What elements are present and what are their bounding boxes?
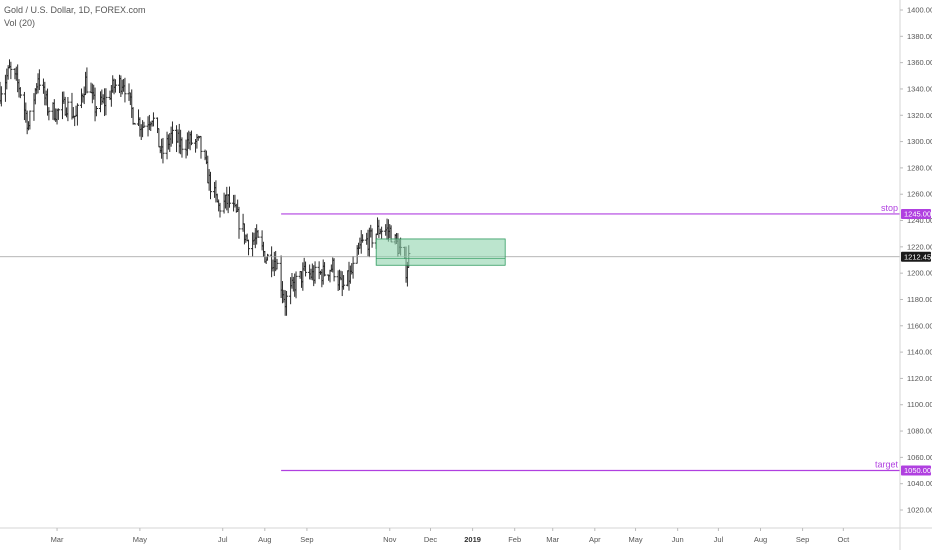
ohlc-bar [341,275,346,290]
ohlc-bar [218,202,222,218]
ohlc-bar [37,69,41,91]
ohlc-bar [132,122,137,125]
ohlc-bar [142,121,146,128]
ohlc-bar [322,262,327,277]
price-tick-label: 1020.00 [907,506,932,515]
time-tick-label: Jul [218,535,228,544]
time-tick-label: Aug [258,535,271,544]
ohlc-bar [246,239,251,256]
ohlc-bar [113,79,118,93]
price-tick-label: 1380.00 [907,32,932,41]
ohlc-bar [237,206,241,239]
ohlc-bar [75,103,80,126]
ohlc-bar [227,186,232,208]
ohlc-bar [189,130,194,146]
ohlc-bar [47,107,51,121]
time-tick-label: Dec [424,535,438,544]
time-tick-label: Mar [51,535,64,544]
stop-price-tag-label: 1245.00 [904,210,931,219]
ohlc-bar [66,97,70,122]
target-price-tag-label: 1050.00 [904,466,931,475]
price-tick-label: 1360.00 [907,58,932,67]
ohlc-bar [161,137,165,164]
price-tick-label: 1100.00 [907,400,932,409]
stop-level-label: stop [881,203,898,213]
ohlc-bar [199,135,203,159]
ohlc-bar [56,108,60,120]
target-level-label: target [875,460,899,470]
price-tick-label: 1120.00 [907,374,932,383]
price-tick-label: 1180.00 [907,295,932,304]
ohlc-bar [151,112,156,127]
ohlc-bar [360,234,365,243]
time-tick-label: Jun [672,535,684,544]
ohlc-bar [94,106,99,117]
price-tick-label: 1240.00 [907,216,932,225]
ohlc-bar [380,226,384,239]
ohlc-bar [123,77,127,103]
price-tick-label: 1200.00 [907,269,932,278]
time-tick-label: Sep [796,535,809,544]
ohlc-bar [275,258,279,270]
entry-zone-rect[interactable] [375,238,506,266]
last-price-tag-label: 1212.45 [904,252,931,261]
time-tick-label: May [133,535,147,544]
ohlc-bar [317,261,321,280]
ohlc-bar [180,137,184,158]
last-price-tag [901,251,931,262]
time-tick-label: Mar [546,535,559,544]
ohlc-bar [208,171,213,200]
price-tick-label: 1320.00 [907,111,932,120]
ohlc-bar [170,121,175,144]
price-tick-label: 1040.00 [907,479,932,488]
chart-legend: Gold / U.S. Dollar, 1D, FOREX.com Vol (2… [4,4,146,30]
ohlc-bar [9,61,13,80]
time-tick-label: Sep [300,535,313,544]
price-tick-label: 1140.00 [907,348,932,357]
ohlc-bar [370,228,374,248]
ohlc-bar [303,261,308,277]
time-tick-label: Jul [714,535,724,544]
ohlc-bar [256,229,260,238]
time-tick-label: Nov [383,535,397,544]
time-tick-label: Aug [754,535,767,544]
stop-price-tag [901,208,931,219]
ohlc-bar [104,88,108,116]
ohlc-bar [313,261,317,284]
target-price-tag [901,465,931,476]
price-tick-label: 1300.00 [907,137,932,146]
ohlc-bar [85,67,89,94]
price-tick-label: 1280.00 [907,163,932,172]
ohlc-bar [28,110,32,130]
ohlc-bar [351,256,355,279]
ohlc-bar [265,253,270,261]
symbol-title[interactable]: Gold / U.S. Dollar, 1D, FOREX.com [4,5,146,15]
ohlc-bar [294,271,298,299]
volume-indicator-label[interactable]: Vol (20) [4,18,36,28]
price-tick-label: 1260.00 [907,190,932,199]
ohlc-bar [284,290,289,316]
price-tick-label: 1160.00 [907,321,932,330]
time-tick-label: 2019 [464,535,481,544]
time-tick-label: Feb [508,535,521,544]
time-tick-label: Apr [589,535,601,544]
price-tick-label: 1220.00 [907,242,932,251]
ohlc-bar [0,86,3,107]
price-tick-label: 1060.00 [907,453,932,462]
ohlc-bar [332,258,336,282]
price-tick-label: 1340.00 [907,84,932,93]
price-tick-label: 1400.00 [907,6,932,15]
time-tick-label: Oct [837,535,850,544]
price-tick-label: 1080.00 [907,427,932,436]
ohlc-bar [18,87,22,99]
time-tick-label: May [628,535,642,544]
